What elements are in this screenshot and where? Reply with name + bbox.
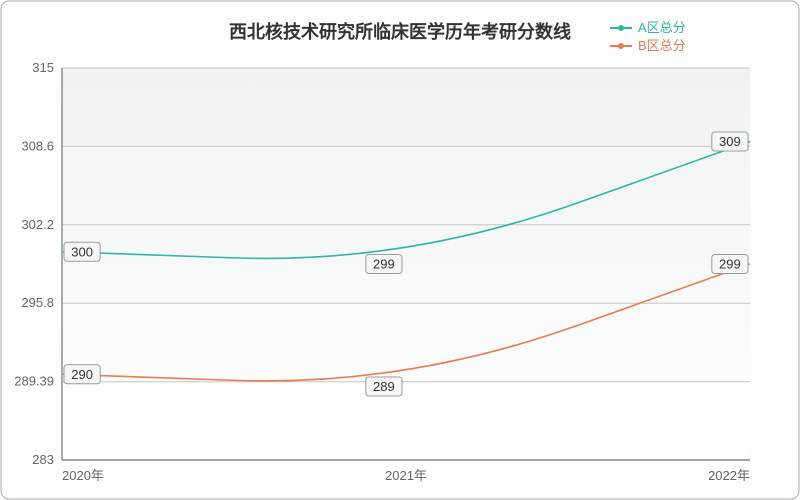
y-tick-label: 295.8 [21,295,54,310]
value-label: 299 [373,257,395,272]
legend-label: B区总分 [638,38,686,53]
value-label: 290 [71,367,93,382]
y-tick-label: 283 [32,452,54,467]
value-label: 300 [71,244,93,259]
x-tick-label: 2022年 [708,468,750,483]
x-tick-label: 2020年 [62,468,104,483]
y-tick-label: 315 [32,60,54,75]
y-tick-label: 302.2 [21,217,54,232]
x-tick-label: 2021年 [385,468,427,483]
legend-label: A区总分 [638,20,686,35]
y-tick-label: 308.6 [21,138,54,153]
chart-title: 西北核技术研究所临床医学历年考研分数线 [229,21,571,42]
value-label: 309 [719,134,741,149]
y-tick-label: 289.39 [14,374,54,389]
value-label: 299 [719,257,741,272]
line-chart: 283 289.39 295.8 302.2 308.6 315 2020年 2021年 202… [0,0,800,500]
value-label: 289 [373,379,395,394]
